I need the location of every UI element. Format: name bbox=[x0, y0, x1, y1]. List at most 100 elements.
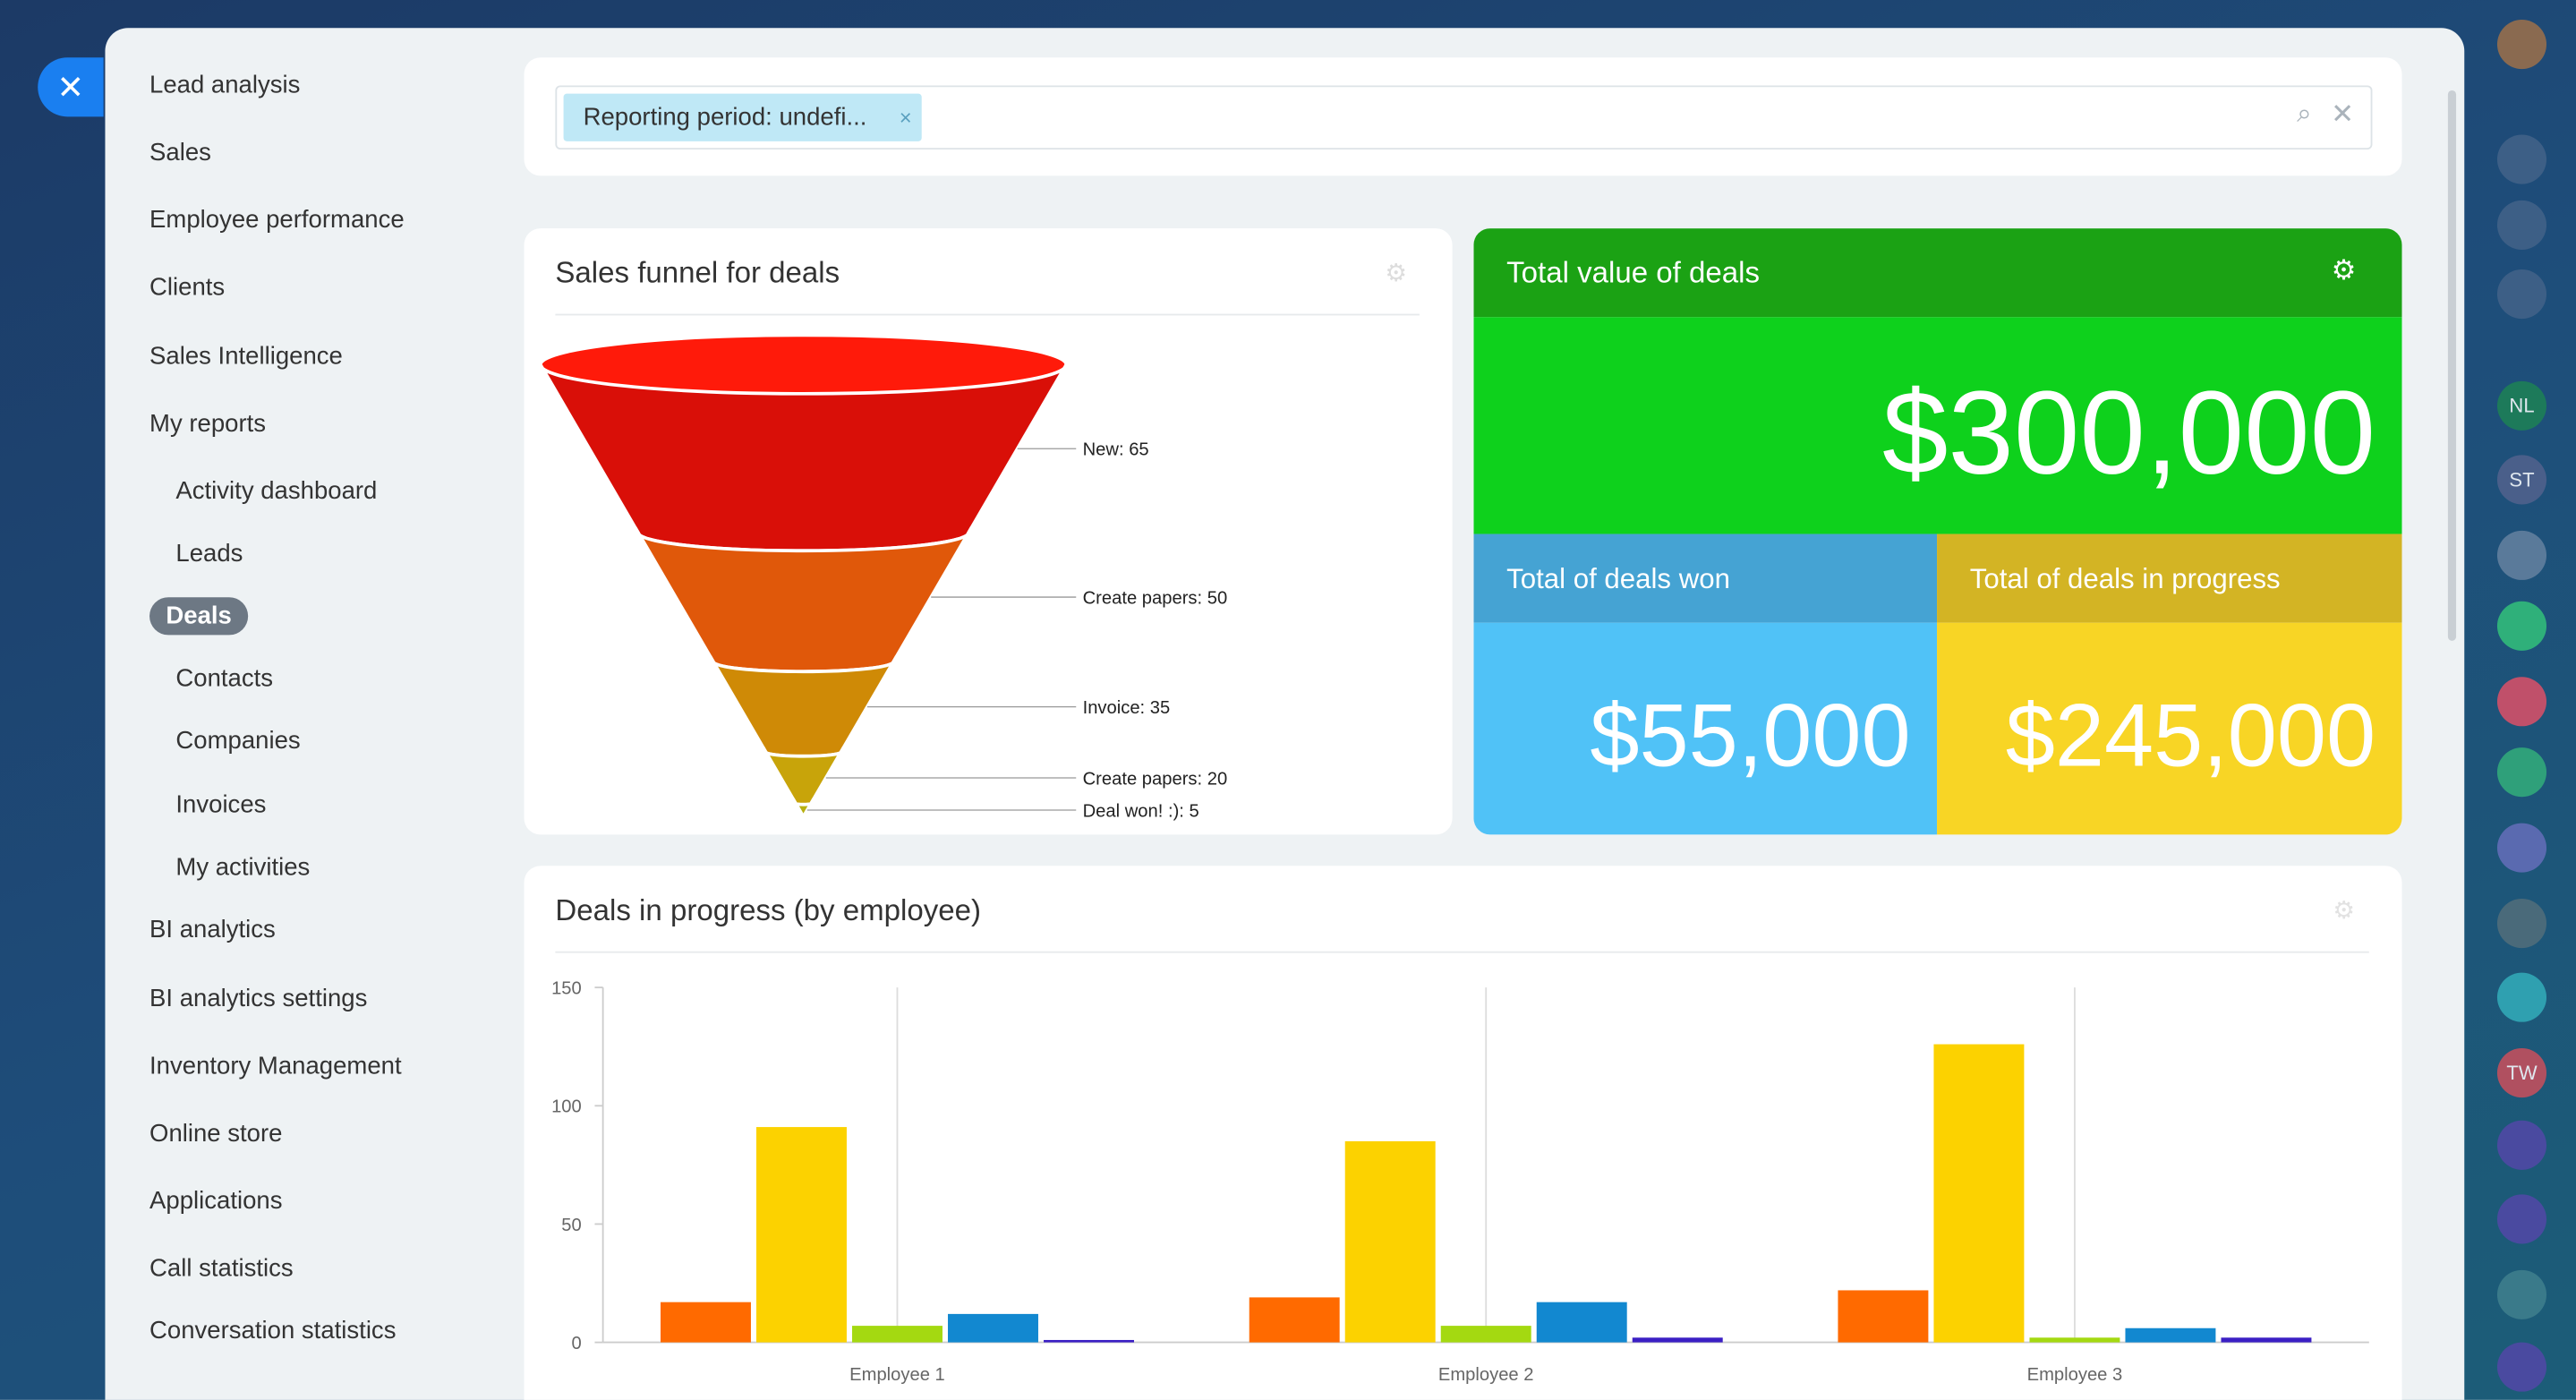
funnel-label: Create papers: 20 bbox=[1083, 769, 1228, 789]
y-tick-label: 0 bbox=[572, 1334, 582, 1353]
menu-item[interactable]: Lead analysis bbox=[149, 71, 301, 100]
won-value: $55,000 bbox=[1590, 687, 1911, 786]
settings-icon[interactable]: ⚙ bbox=[2331, 254, 2357, 286]
divider bbox=[555, 313, 1420, 316]
bar bbox=[948, 1313, 1038, 1343]
avatar[interactable] bbox=[2496, 747, 2547, 798]
funnel-label: Invoice: 35 bbox=[1083, 698, 1171, 718]
settings-icon[interactable]: ⚙ bbox=[1385, 260, 1408, 288]
bar bbox=[1536, 1302, 1627, 1343]
x-tick-label: Employee 3 bbox=[2027, 1365, 2123, 1385]
avatar[interactable] bbox=[2496, 530, 2547, 580]
filter-tag[interactable]: Reporting period: undefi... × bbox=[563, 93, 922, 141]
bar bbox=[1838, 1290, 1929, 1343]
bar bbox=[2029, 1337, 2120, 1343]
avatar[interactable] bbox=[2496, 1342, 2547, 1392]
funnel-segment bbox=[712, 661, 896, 758]
progress-header bbox=[1937, 534, 2402, 623]
progress-body bbox=[1937, 622, 2402, 835]
funnel-segment bbox=[538, 358, 1069, 553]
divider bbox=[555, 951, 2369, 953]
filter-tag-text: Reporting period: undefi... bbox=[583, 103, 867, 132]
y-tick-label: 150 bbox=[551, 978, 582, 998]
menu-item[interactable]: BI analytics bbox=[149, 916, 276, 944]
menu-item[interactable]: Online store bbox=[149, 1119, 283, 1148]
avatar[interactable] bbox=[2496, 677, 2547, 727]
avatar[interactable]: TW bbox=[2496, 1048, 2547, 1098]
totals-header bbox=[1473, 228, 2402, 318]
avatar[interactable]: ST bbox=[2496, 455, 2547, 505]
avatar[interactable] bbox=[2496, 1194, 2547, 1244]
close-button[interactable]: ✕ bbox=[38, 57, 104, 117]
totals-title: Total value of deals bbox=[1506, 256, 1761, 290]
menu-item-active[interactable]: Deals bbox=[149, 597, 249, 636]
menu-subitem[interactable]: Invoices bbox=[175, 790, 267, 819]
y-tick-label: 50 bbox=[561, 1216, 581, 1235]
widget-title: Deals in progress (by employee) bbox=[555, 893, 982, 927]
avatar[interactable] bbox=[2496, 1269, 2547, 1319]
avatar[interactable] bbox=[2496, 972, 2547, 1022]
bar bbox=[1440, 1326, 1531, 1343]
bar bbox=[852, 1326, 943, 1343]
bar bbox=[1344, 1140, 1436, 1343]
totals-card: Total value of deals ⚙ $300,000 Total of… bbox=[1473, 228, 2402, 835]
bar bbox=[756, 1127, 847, 1343]
avatar[interactable] bbox=[2496, 200, 2547, 250]
won-body bbox=[1473, 622, 1938, 835]
progress-title: Total of deals in progress bbox=[1969, 563, 2281, 595]
funnel-segment bbox=[636, 525, 971, 674]
menu-item[interactable]: Clients bbox=[149, 273, 226, 302]
scrollbar[interactable] bbox=[2447, 90, 2457, 641]
funnel-label: New: 65 bbox=[1083, 440, 1149, 460]
progress-value: $245,000 bbox=[2005, 687, 2376, 786]
totals-value: $300,000 bbox=[1881, 368, 2376, 499]
menu-subitem[interactable]: Leads bbox=[175, 539, 243, 568]
totals-body bbox=[1473, 317, 2402, 534]
menu-item[interactable]: Sales bbox=[149, 139, 211, 167]
bar bbox=[1044, 1339, 1134, 1343]
avatar[interactable]: NL bbox=[2496, 380, 2547, 431]
avatar[interactable] bbox=[2496, 1120, 2547, 1170]
avatar[interactable] bbox=[2496, 823, 2547, 873]
bar bbox=[1249, 1297, 1340, 1343]
won-header bbox=[1473, 534, 1938, 623]
funnel-label: Deal won! :): 5 bbox=[1083, 801, 1199, 821]
menu-item[interactable]: BI analytics settings bbox=[149, 985, 368, 1013]
menu-item[interactable]: Conversation statistics bbox=[149, 1317, 397, 1345]
bar bbox=[660, 1302, 751, 1343]
menu-subitem[interactable]: My activities bbox=[175, 853, 311, 882]
bar bbox=[2125, 1327, 2216, 1343]
menu-item[interactable]: Applications bbox=[149, 1187, 283, 1216]
widget-title: Sales funnel for deals bbox=[555, 256, 840, 290]
clear-icon[interactable]: ✕ bbox=[2331, 98, 2355, 131]
filter-card: Reporting period: undefi... × ⌕ ✕ bbox=[524, 57, 2402, 176]
avatar[interactable] bbox=[2496, 899, 2547, 949]
avatar[interactable] bbox=[2496, 601, 2547, 651]
avatar[interactable] bbox=[2496, 134, 2547, 184]
avatar[interactable] bbox=[2496, 269, 2547, 320]
menu-item[interactable]: Inventory Management bbox=[149, 1052, 402, 1080]
menu-subitem[interactable]: Activity dashboard bbox=[175, 477, 378, 506]
filter-input[interactable]: Reporting period: undefi... × ⌕ ✕ bbox=[555, 85, 2373, 150]
search-icon[interactable]: ⌕ bbox=[2297, 99, 2312, 129]
menu-subitem[interactable]: Companies bbox=[175, 727, 301, 755]
x-tick-label: Employee 2 bbox=[1438, 1365, 1534, 1385]
x-tick-label: Employee 1 bbox=[849, 1365, 945, 1385]
tag-remove[interactable]: × bbox=[899, 105, 912, 131]
menu-subitem[interactable]: Contacts bbox=[175, 664, 274, 693]
menu-item[interactable]: My reports bbox=[149, 409, 267, 439]
y-tick-label: 100 bbox=[551, 1097, 582, 1117]
won-title: Total of deals won bbox=[1506, 563, 1730, 595]
funnel-label: Create papers: 50 bbox=[1083, 588, 1228, 608]
settings-icon[interactable]: ⚙ bbox=[2333, 897, 2356, 926]
menu-item[interactable]: Call statistics bbox=[149, 1254, 294, 1283]
bar bbox=[1933, 1044, 2025, 1343]
bar bbox=[2221, 1337, 2312, 1343]
avatar[interactable] bbox=[2496, 20, 2547, 70]
menu-item[interactable]: Sales Intelligence bbox=[149, 342, 343, 371]
menu-item[interactable]: Employee performance bbox=[149, 206, 405, 235]
funnel-segment bbox=[794, 801, 813, 820]
